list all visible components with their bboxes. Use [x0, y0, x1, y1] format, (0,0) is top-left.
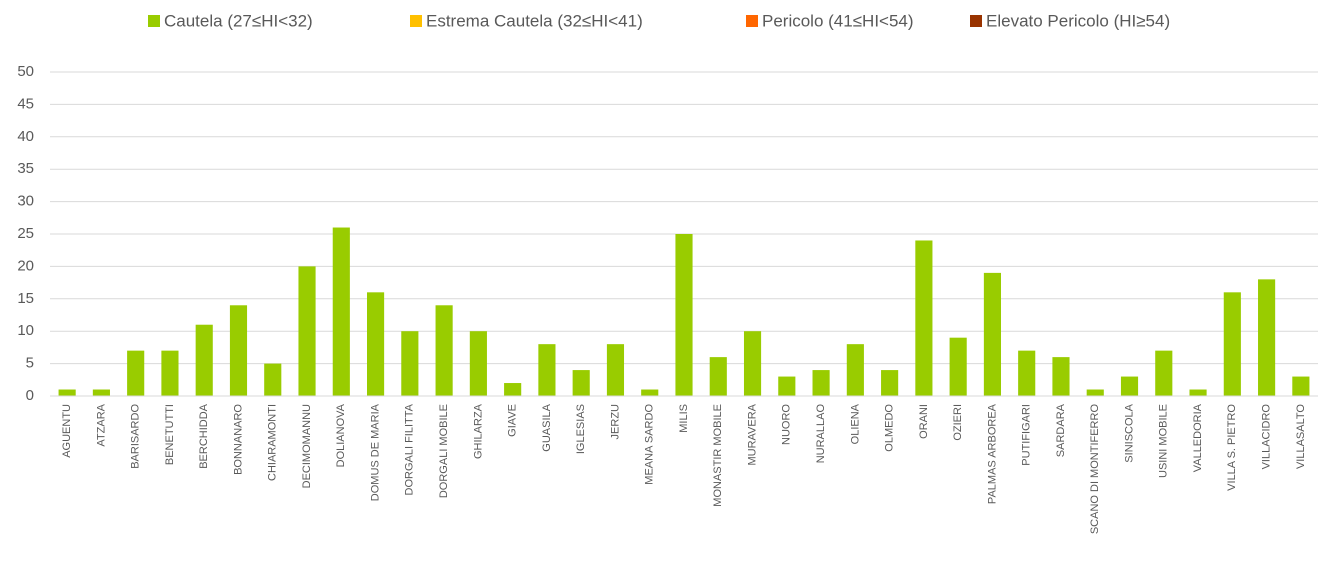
x-tick-label: BENETUTTI — [164, 404, 176, 465]
x-tick-label: DECIMOMANNU — [301, 404, 313, 488]
x-tick-label: OZIERI — [952, 404, 964, 441]
x-tick-label: VILLACIDRO — [1261, 404, 1273, 470]
y-tick-label: 25 — [17, 225, 34, 242]
bar — [949, 337, 967, 396]
bar — [298, 266, 316, 396]
bar — [127, 350, 145, 396]
bar — [812, 370, 830, 396]
x-tick-label: USINI MOBILE — [1158, 404, 1170, 478]
bar — [469, 331, 487, 396]
x-tick-label: DOMUS DE MARIA — [369, 403, 381, 501]
legend-label: Pericolo (41≤HI<54) — [762, 11, 914, 30]
x-tick-label: CHIARAMONTI — [267, 404, 279, 481]
y-tick-label: 20 — [17, 257, 34, 274]
x-tick-label: PALMAS ARBOREA — [986, 403, 998, 504]
x-tick-label: MEANA SARDO — [644, 404, 656, 485]
x-tick-label: MILIS — [678, 404, 690, 433]
x-tick-label: DORGALI FILITTA — [404, 403, 416, 495]
y-tick-label: 0 — [26, 387, 34, 404]
x-tick-label: SINISCOLA — [1123, 403, 1135, 462]
bar — [195, 324, 213, 396]
bar — [1292, 376, 1310, 396]
bar — [401, 331, 419, 396]
bar — [881, 370, 899, 396]
x-tick-label: GHILARZA — [472, 403, 484, 459]
x-tick-label: OLIENA — [849, 403, 861, 444]
bar — [1258, 279, 1276, 396]
x-tick-label: ORANI — [918, 404, 930, 439]
legend-label: Estrema Cautela (32≤HI<41) — [426, 11, 643, 30]
x-tick-label: GIAVE — [507, 404, 519, 437]
x-tick-label: ATZARA — [95, 403, 107, 446]
bar — [1086, 389, 1104, 396]
x-tick-label: BARISARDO — [130, 404, 142, 469]
y-tick-label: 50 — [17, 63, 34, 80]
bar — [1223, 292, 1241, 396]
y-tick-label: 30 — [17, 193, 34, 210]
bar — [1189, 389, 1207, 396]
legend-swatch — [746, 15, 758, 27]
bar — [161, 350, 179, 396]
bar — [743, 331, 762, 396]
x-tick-label: MONASTIR MOBILE — [712, 404, 724, 507]
x-tick-label: VALLEDORIA — [1192, 403, 1204, 472]
bar — [538, 344, 556, 396]
x-tick-label: BERCHIDDA — [198, 403, 210, 468]
bar — [332, 227, 350, 396]
bar — [58, 389, 76, 396]
y-tick-label: 5 — [26, 355, 34, 372]
bar — [572, 370, 590, 396]
bar — [504, 383, 522, 396]
x-tick-label: VILLA S. PIETRO — [1226, 404, 1238, 491]
bar — [1018, 350, 1036, 396]
legend-label: Elevato Pericolo (HI≥54) — [986, 11, 1170, 30]
bar — [606, 344, 625, 396]
y-tick-label: 10 — [17, 322, 34, 339]
y-tick-label: 45 — [17, 95, 34, 112]
x-tick-label: NURALLAO — [815, 404, 827, 464]
legend-swatch — [970, 15, 982, 27]
bar — [675, 234, 693, 396]
bar — [229, 305, 248, 396]
bar — [92, 389, 110, 396]
legend-swatch — [148, 15, 160, 27]
x-tick-label: SCANO DI MONTIFERRO — [1089, 404, 1101, 535]
bar — [983, 272, 1001, 396]
x-tick-label: OLMEDO — [884, 404, 896, 452]
bar — [778, 376, 796, 396]
x-tick-label: PUTIFIGARI — [1021, 404, 1033, 466]
x-tick-label: AGUENTU — [61, 404, 73, 458]
bar — [915, 240, 933, 396]
y-tick-label: 40 — [17, 128, 34, 145]
y-tick-label: 15 — [17, 290, 34, 307]
bar — [435, 305, 453, 396]
bar — [264, 363, 282, 396]
bar — [709, 357, 727, 396]
x-tick-label: NUORO — [781, 404, 793, 445]
bar — [1120, 376, 1139, 396]
x-tick-label: DORGALI MOBILE — [438, 404, 450, 498]
bar — [641, 389, 659, 396]
bar — [367, 292, 385, 396]
x-tick-label: JERZU — [609, 404, 621, 440]
bar — [1052, 357, 1070, 396]
bar — [1155, 350, 1173, 396]
x-tick-label: MURAVERA — [746, 403, 758, 465]
x-tick-label: IGLESIAS — [575, 404, 587, 454]
y-tick-label: 35 — [17, 160, 34, 177]
x-tick-label: GUASILA — [541, 403, 553, 451]
x-tick-label: BONNANARO — [232, 404, 244, 475]
x-tick-label: DOLIANOVA — [335, 403, 347, 467]
x-tick-label: SARDARA — [1055, 403, 1067, 457]
x-tick-label: VILLASALTO — [1295, 404, 1307, 469]
legend-swatch — [410, 15, 422, 27]
legend-label: Cautela (27≤HI<32) — [164, 11, 313, 30]
bar — [846, 344, 864, 396]
